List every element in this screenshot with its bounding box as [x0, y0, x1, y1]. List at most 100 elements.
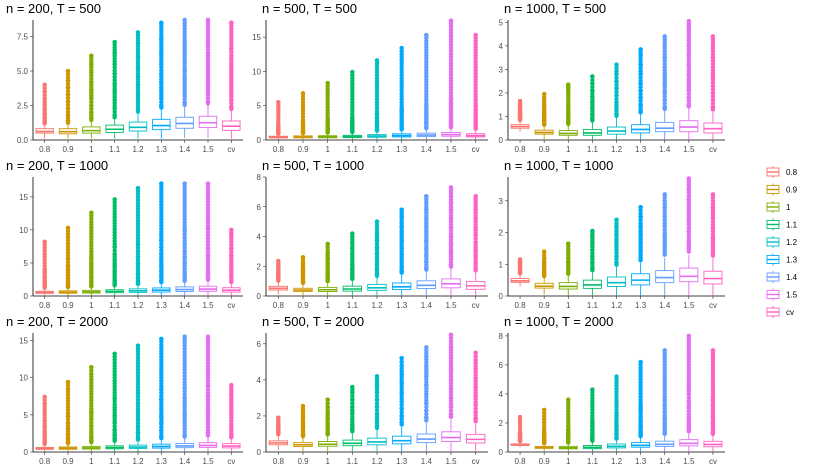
outlier-point: [205, 402, 211, 408]
outlier-point: [229, 382, 234, 388]
outlier-point: [159, 278, 164, 283]
outlier-point: [686, 219, 692, 224]
outlier-point: [229, 428, 234, 433]
outlier-point: [614, 71, 619, 77]
x-tick-label: 1: [566, 145, 571, 154]
outlier-point: [424, 345, 429, 350]
outlier-point: [182, 370, 187, 376]
outlier-point: [448, 72, 454, 78]
outlier-point: [65, 112, 71, 118]
y-tick-label: 10: [19, 226, 28, 235]
x-tick-label: 1.1: [347, 145, 359, 154]
outlier-point: [65, 106, 71, 111]
box-1.2: [607, 217, 626, 296]
outlier-point: [89, 270, 94, 275]
x-tick-label: 1: [325, 301, 330, 310]
outlier-point: [710, 49, 716, 54]
y-tick-label: 5: [24, 259, 29, 268]
outlier-point: [325, 89, 330, 95]
outlier-point: [686, 422, 692, 428]
outlier-point: [205, 264, 211, 270]
outlier-point: [399, 48, 404, 54]
outlier-point: [374, 390, 380, 395]
outlier-point: [182, 93, 187, 99]
outlier-point: [205, 229, 211, 235]
outlier-point: [300, 272, 306, 278]
outlier-point: [135, 409, 141, 415]
outlier-point: [662, 55, 667, 60]
outlier-point: [614, 65, 619, 71]
legend-label: 1.3: [786, 256, 798, 265]
outlier-point: [473, 240, 478, 245]
outlier-point: [662, 34, 667, 39]
outlier-point: [686, 68, 692, 74]
outlier-point: [229, 20, 234, 25]
outlier-point: [159, 273, 164, 279]
outlier-point: [65, 417, 71, 422]
outlier-point: [182, 420, 187, 425]
outlier-point: [473, 402, 478, 408]
outlier-point: [399, 61, 404, 66]
x-tick-label: 0.9: [62, 301, 74, 310]
outlier-point: [541, 268, 547, 273]
outlier-point: [662, 348, 667, 353]
outlier-point: [662, 425, 667, 431]
y-tick-label: 10: [19, 374, 28, 383]
outlier-point: [710, 420, 716, 426]
outlier-point: [159, 65, 164, 70]
outlier-point: [541, 91, 547, 97]
outlier-point: [686, 249, 692, 254]
outlier-point: [566, 96, 571, 102]
outlier-point: [710, 222, 716, 227]
outlier-point: [710, 80, 716, 85]
x-tick-label: 1.5: [683, 457, 695, 466]
outlier-point: [473, 413, 478, 418]
panel-2: n = 500, T = 500 0 5 10 15 0.8 0.9 1 1.1 1.2 1.3 1.…: [252, 1, 488, 154]
y-tick-label: 15: [19, 336, 28, 345]
outlier-point: [182, 373, 187, 379]
outlier-point: [448, 111, 454, 116]
outlier-point: [662, 71, 667, 76]
outlier-point: [65, 109, 71, 114]
outlier-point: [65, 263, 71, 268]
y-tick-label: 4: [499, 390, 504, 399]
outlier-point: [205, 44, 211, 49]
outlier-point: [614, 398, 619, 403]
outlier-point: [276, 100, 281, 105]
outlier-point: [325, 105, 330, 110]
outlier-point: [614, 250, 619, 256]
outlier-point: [112, 89, 117, 94]
outlier-point: [205, 50, 211, 56]
outlier-point: [276, 126, 281, 131]
outlier-point: [399, 356, 404, 361]
outlier-point: [350, 417, 355, 422]
outlier-point: [424, 411, 429, 417]
outlier-point: [205, 246, 211, 251]
outlier-point: [399, 64, 404, 69]
x-tick-label: 0.9: [62, 457, 74, 466]
box-1.3: [152, 181, 171, 296]
outlier-point: [350, 118, 355, 124]
outlier-point: [182, 271, 187, 277]
outlier-point: [112, 258, 117, 263]
outlier-point: [686, 56, 692, 61]
outlier-point: [350, 122, 355, 127]
outlier-point: [182, 412, 187, 418]
outlier-point: [300, 269, 306, 274]
outlier-point: [159, 387, 164, 392]
outlier-point: [710, 77, 716, 82]
outlier-point: [112, 427, 117, 432]
outlier-point: [374, 231, 380, 236]
outlier-point: [686, 197, 692, 202]
outlier-point: [566, 270, 571, 275]
outlier-point: [276, 122, 281, 128]
outlier-point: [424, 259, 429, 264]
outlier-point: [473, 207, 478, 212]
outlier-point: [182, 337, 187, 342]
outlier-point: [590, 233, 595, 238]
outlier-point: [205, 84, 211, 89]
outlier-point: [229, 81, 234, 86]
outlier-point: [710, 231, 716, 237]
outlier-point: [42, 260, 47, 266]
outlier-point: [300, 255, 306, 260]
